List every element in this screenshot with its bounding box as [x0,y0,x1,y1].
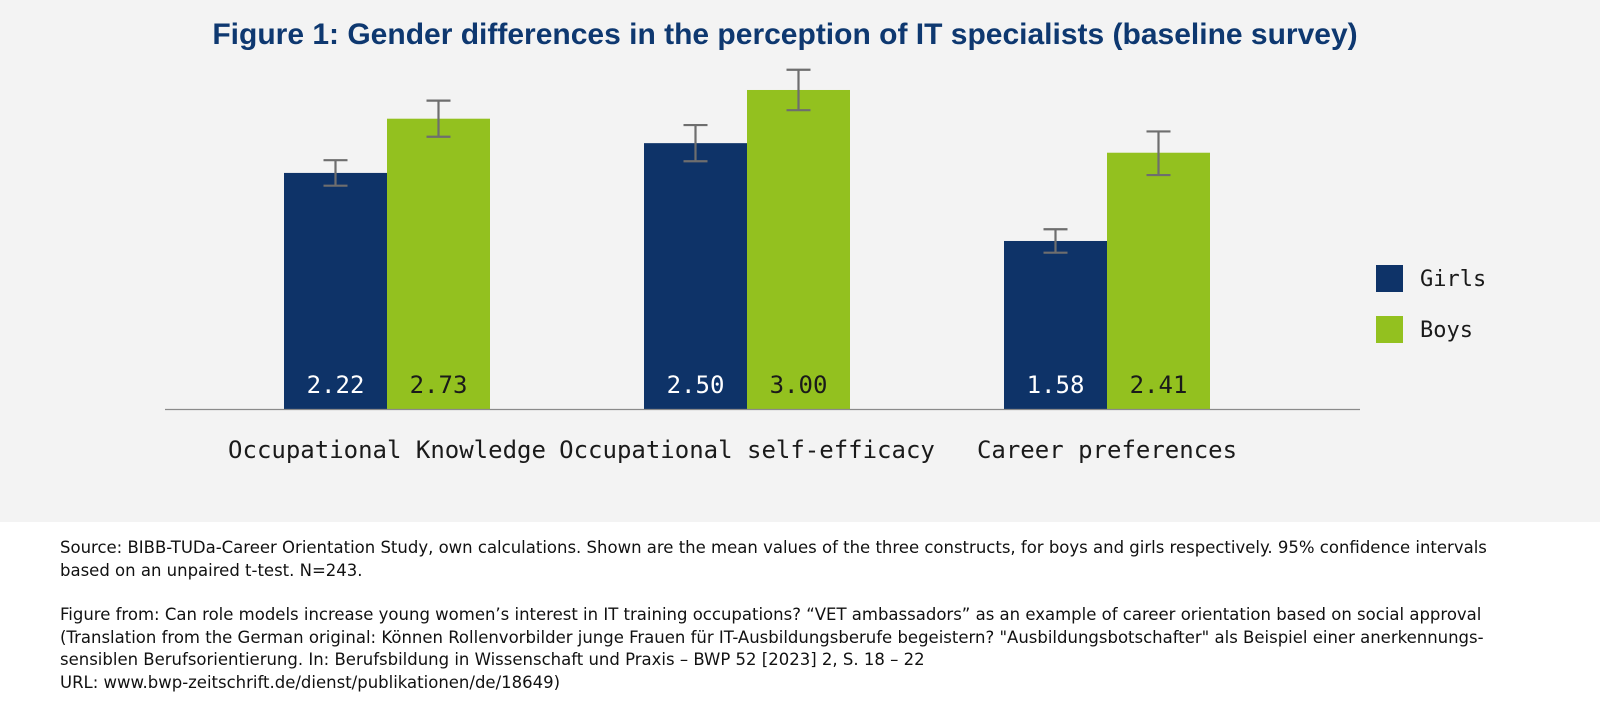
figure-reference-note: Figure from: Can role models increase yo… [60,604,1580,694]
bar-value-label: 2.73 [410,371,468,399]
bar-girls [284,172,387,409]
legend-label-boys: Boys [1420,318,1473,343]
chart-title: Figure 1: Gender differences in the perc… [212,18,1358,51]
bar-boys [1107,152,1210,409]
bar-boys [747,89,850,409]
bar-girls [1004,240,1107,409]
bar-value-label: 2.50 [667,371,725,399]
legend-swatch-boys [1376,316,1403,343]
source-note-line: based on an unpaired t-test. N=243. [60,560,363,580]
legend-swatch-girls [1376,265,1403,292]
bar-value-label: 2.41 [1130,371,1188,399]
reference-line: sensiblen Berufsorientierung. In: Berufs… [60,650,925,669]
reference-line: (Translation from the German original: K… [60,627,1484,647]
source-note-line: Source: BIBB-TUDa-Career Orientation Stu… [60,538,1487,557]
chart-panel: Figure 1: Gender differences in the perc… [0,0,1600,522]
x-axis-tick-label: Occupational Knowledge [228,436,546,464]
bar-chart: 2.22 2.73 Occupational Knowledge 2.50 3.00 Oc… [165,68,1486,464]
figure-notes: Source: BIBB-TUDa-Career Orientation Stu… [60,537,1580,694]
bar-girls [644,143,747,410]
legend-label-girls: Girls [1420,267,1486,292]
bar-boys [387,118,490,409]
bar-value-label: 1.58 [1027,371,1085,399]
x-axis-tick-label: Career preferences [977,436,1237,464]
reference-line: Figure from: Can role models increase yo… [60,605,1482,624]
bar-value-label: 2.22 [307,371,365,399]
bar-value-label: 3.00 [770,371,828,399]
reference-line[interactable]: URL: www.bwp-zeitschrift.de/dienst/publi… [60,672,561,692]
source-note: Source: BIBB-TUDa-Career Orientation Stu… [60,537,1580,582]
x-axis-tick-label: Occupational self-efficacy [559,436,935,464]
